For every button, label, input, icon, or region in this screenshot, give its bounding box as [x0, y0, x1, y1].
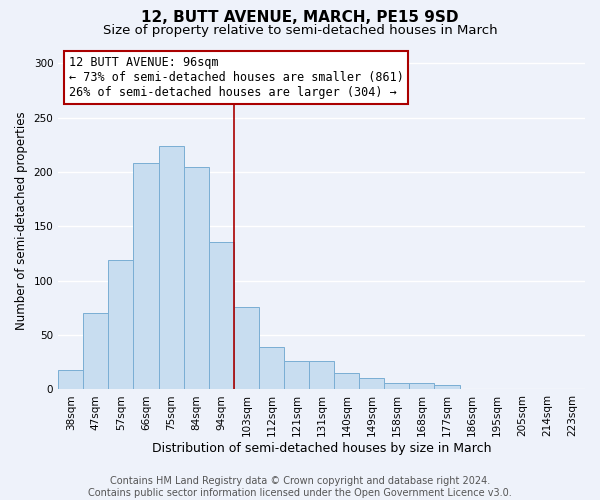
Text: Contains HM Land Registry data © Crown copyright and database right 2024.
Contai: Contains HM Land Registry data © Crown c…: [88, 476, 512, 498]
X-axis label: Distribution of semi-detached houses by size in March: Distribution of semi-detached houses by …: [152, 442, 491, 455]
Bar: [284, 361, 309, 390]
Bar: [334, 373, 359, 390]
Bar: [434, 385, 460, 390]
Bar: [209, 242, 234, 390]
Bar: [58, 370, 83, 390]
Bar: [109, 260, 133, 390]
Bar: [158, 146, 184, 390]
Y-axis label: Number of semi-detached properties: Number of semi-detached properties: [15, 112, 28, 330]
Bar: [409, 383, 434, 390]
Bar: [259, 347, 284, 390]
Text: 12 BUTT AVENUE: 96sqm
← 73% of semi-detached houses are smaller (861)
26% of sem: 12 BUTT AVENUE: 96sqm ← 73% of semi-deta…: [69, 56, 404, 99]
Bar: [83, 314, 109, 390]
Bar: [133, 164, 158, 390]
Bar: [309, 361, 334, 390]
Bar: [234, 307, 259, 390]
Text: Size of property relative to semi-detached houses in March: Size of property relative to semi-detach…: [103, 24, 497, 37]
Text: 12, BUTT AVENUE, MARCH, PE15 9SD: 12, BUTT AVENUE, MARCH, PE15 9SD: [141, 10, 459, 25]
Bar: [184, 166, 209, 390]
Bar: [359, 378, 385, 390]
Bar: [385, 383, 409, 390]
